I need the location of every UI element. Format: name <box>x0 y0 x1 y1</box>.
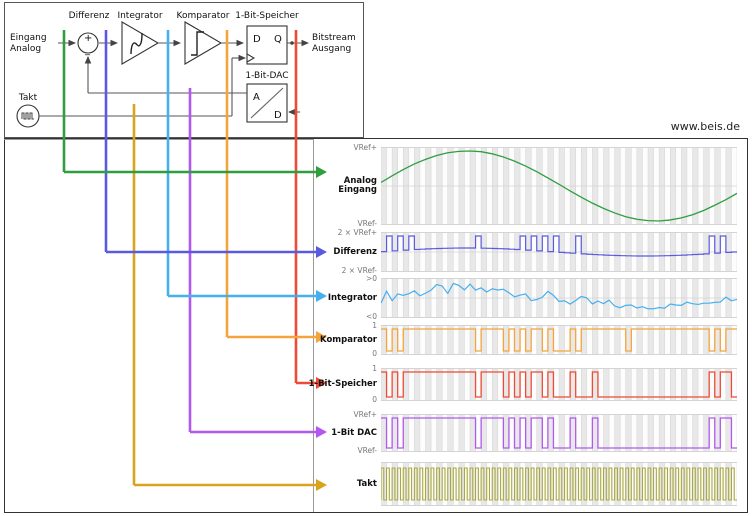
waveform-plot <box>380 414 738 452</box>
axis-tick-top: 1 <box>372 321 377 330</box>
waveform-label: Takt <box>215 478 377 489</box>
axis-tick-top: >0 <box>365 274 377 283</box>
dac-a-pin: A <box>253 92 260 103</box>
ff-q-pin: Q <box>274 34 282 45</box>
frame-divider-vertical <box>313 139 314 512</box>
arrow-dac <box>316 426 327 438</box>
arrow-speicher <box>316 377 327 389</box>
waveform-label-line: Integrator <box>327 292 377 303</box>
waveform-label: 1-Bit DAC <box>215 427 377 438</box>
ff-d-pin: D <box>253 34 261 45</box>
label-eingang-2: Analog <box>10 44 41 54</box>
axis-tick-bottom: 0 <box>372 395 377 404</box>
axis-tick-bottom: 0 <box>372 349 377 358</box>
axis-tick-bottom: VRef- <box>357 446 377 455</box>
waveform-label-line: Komparator <box>320 334 377 345</box>
waveform-label-line: Eingang <box>338 185 377 195</box>
label-speicher: 1-Bit-Speicher <box>235 11 299 21</box>
axis-tick-bottom: VRef- <box>357 219 377 228</box>
waveform-label-line: Analog <box>343 176 377 186</box>
arrow-analog <box>316 166 327 178</box>
waveform-label: Analog Eingang <box>215 177 377 195</box>
waveform-label: 1-Bit-Speicher <box>215 380 377 389</box>
waveform-plot <box>380 368 738 401</box>
waveform-label-line: Differenz <box>333 246 377 257</box>
axis-tick-bottom: <0 <box>365 312 377 321</box>
arrow-integrator <box>316 290 327 302</box>
waveform-label: Komparator <box>215 334 377 345</box>
dac-d-pin: D <box>274 110 282 121</box>
label-bitstream-2: Ausgang <box>312 44 351 54</box>
label-bitstream-1: Bitstream <box>312 33 356 43</box>
waveform-label: Integrator <box>215 292 377 303</box>
waveform-plot <box>380 147 738 225</box>
arrow-differenz <box>316 246 327 258</box>
label-differenz: Differenz <box>69 11 110 21</box>
label-takt: Takt <box>18 93 38 103</box>
label-dac: 1-Bit-DAC <box>245 71 288 81</box>
waveform-plot <box>380 462 738 506</box>
waveform-label-line: Takt <box>356 478 377 489</box>
arrow-komparator <box>316 331 327 343</box>
axis-tick-bottom: 2 × VRef- <box>341 266 377 275</box>
label-eingang-1: Eingang <box>10 33 47 43</box>
axis-tick-top: VRef+ <box>353 410 377 419</box>
frame-divider-horizontal <box>4 139 314 140</box>
site-url-watermark: www.beis.de <box>670 120 740 133</box>
label-integrator: Integrator <box>117 11 162 21</box>
axis-tick-top: 1 <box>372 364 377 373</box>
waveform-label-line: 1-Bit-Speicher <box>308 379 377 389</box>
sum-plus: + <box>84 33 92 44</box>
axis-tick-top: 2 × VRef+ <box>337 228 377 237</box>
waveform-plot <box>380 232 738 272</box>
label-komparator: Komparator <box>177 11 230 21</box>
waveform-plot <box>380 325 738 355</box>
waveform-label-line: 1-Bit DAC <box>331 427 377 438</box>
sum-minus: _ <box>84 45 91 56</box>
waveform-plot <box>380 278 738 318</box>
axis-tick-top: VRef+ <box>353 143 377 152</box>
arrow-takt <box>316 479 327 491</box>
waveform-label: Differenz <box>215 246 377 257</box>
